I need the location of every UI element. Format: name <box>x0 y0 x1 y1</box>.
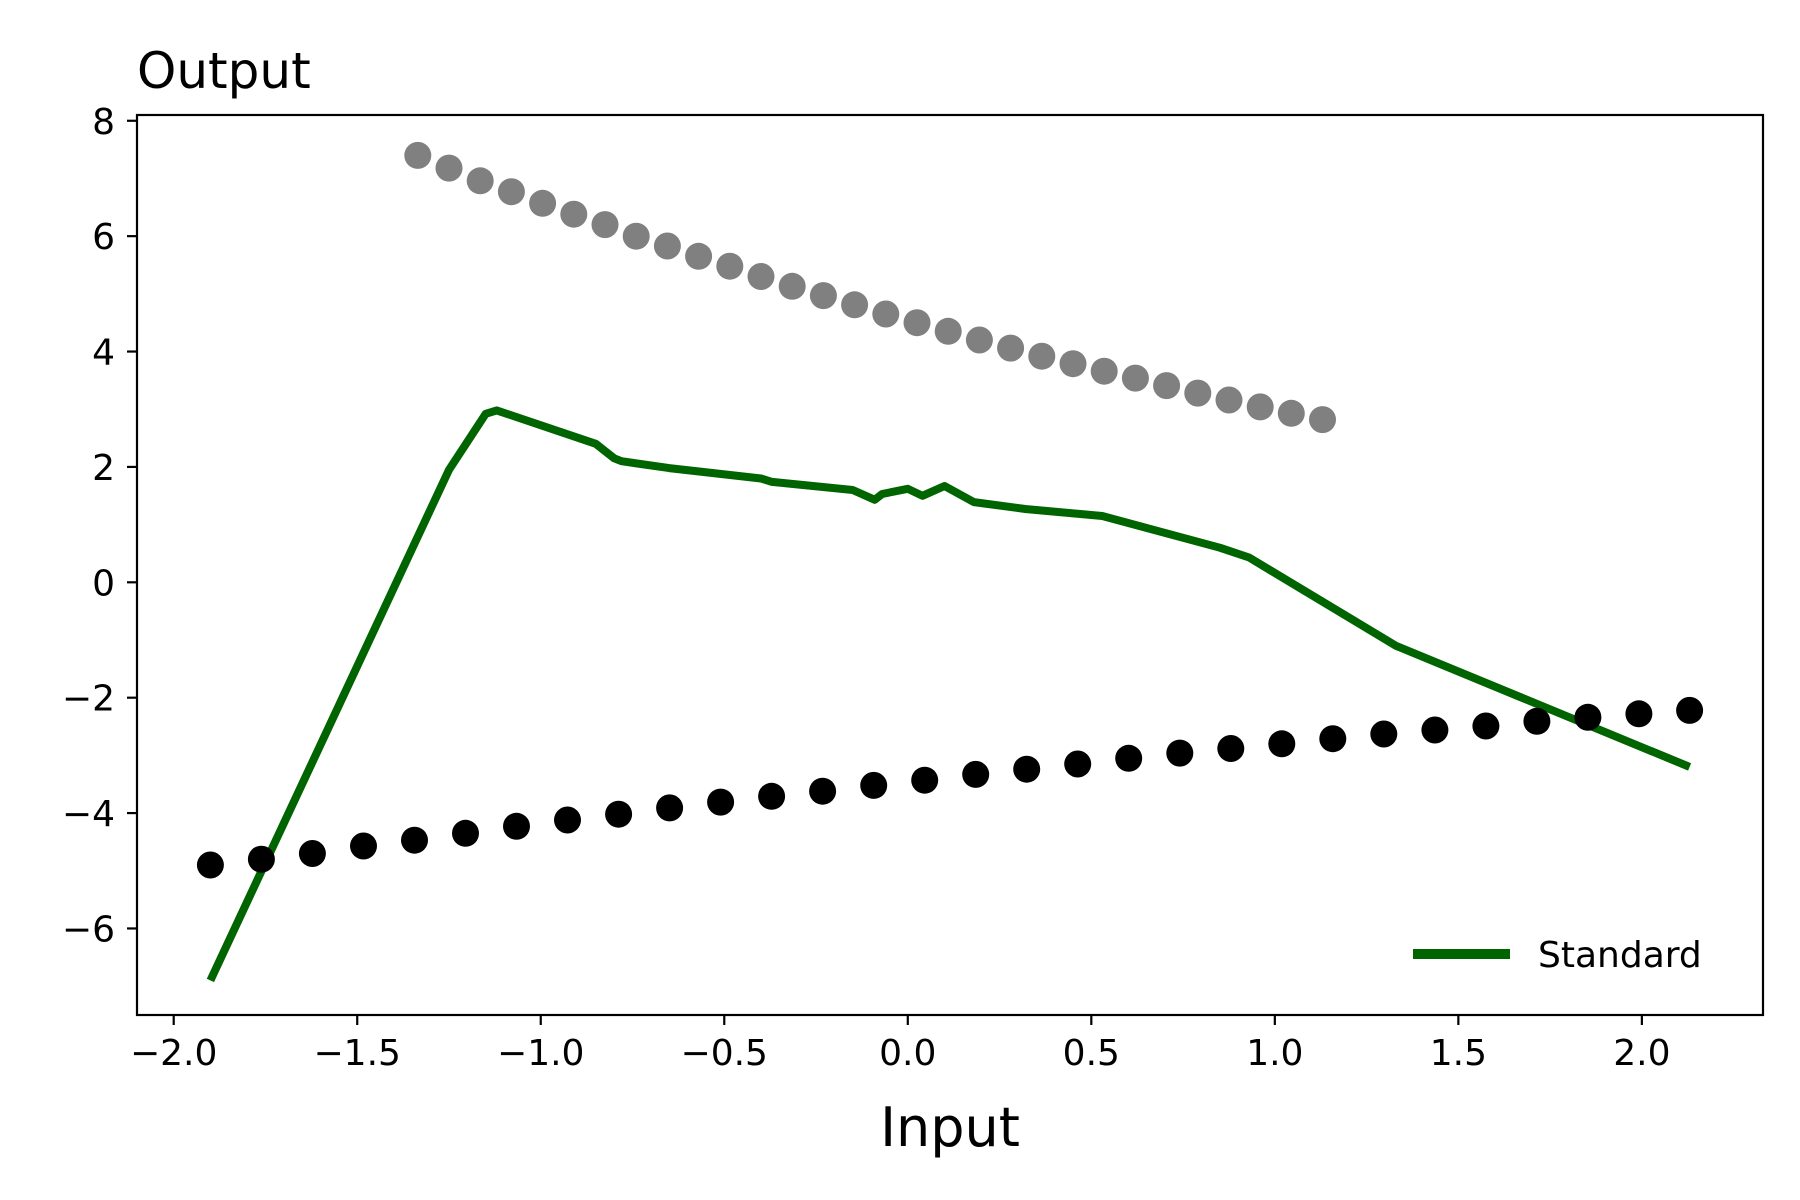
x-tick-label: 2.0 <box>1613 1033 1670 1074</box>
black-scatter-point <box>1064 750 1092 778</box>
gray-scatter-point <box>778 272 806 300</box>
black-scatter-point <box>860 771 888 799</box>
gray-scatter-point <box>1309 406 1336 434</box>
gray-scatter-point <box>747 263 775 290</box>
black-scatter-point <box>962 760 990 788</box>
y-axis-title: Output <box>137 42 311 100</box>
black-scatter-point <box>1013 755 1041 783</box>
black-scatter-point <box>1472 712 1500 740</box>
gray-scatter-point <box>1059 350 1087 378</box>
x-tick-label: −1.5 <box>314 1033 401 1074</box>
black-scatter-point <box>656 794 684 822</box>
x-tick-label: −2.0 <box>130 1033 217 1074</box>
x-axis-title: Input <box>880 1096 1020 1159</box>
gray-scatter-point <box>560 200 588 228</box>
y-axis: −6 −4 −2 0 2 4 6 8 <box>62 102 137 950</box>
gray-scatter-point <box>997 334 1025 362</box>
gray-scatter-point <box>1090 357 1118 385</box>
gray-scatter-point <box>1153 372 1181 400</box>
gray-scatter-point <box>716 252 744 280</box>
y-tick-label: 4 <box>92 333 115 374</box>
series-line-standard <box>206 406 1692 983</box>
black-scatter-point <box>1115 744 1143 772</box>
black-scatter-point <box>350 832 377 860</box>
x-tick-label: 0.5 <box>1063 1033 1120 1074</box>
y-tick-label: 2 <box>92 448 115 489</box>
black-scatter-point <box>1370 720 1398 748</box>
gray-scatter-point <box>903 309 931 337</box>
black-scatter-point <box>401 826 428 854</box>
black-scatter-point <box>1319 725 1347 753</box>
black-scatter-point <box>1625 700 1653 728</box>
black-scatter-point <box>1217 735 1245 762</box>
black-scatter-point <box>503 812 530 840</box>
black-scatter-point <box>1421 716 1449 744</box>
y-tick-label: 6 <box>92 217 115 258</box>
gray-scatter-point <box>529 189 557 217</box>
gray-scatter-point <box>622 222 650 250</box>
gray-scatter-point <box>1246 393 1274 421</box>
gray-scatter-point <box>497 178 525 206</box>
black-scatter-point <box>605 800 633 828</box>
x-tick-label: −0.5 <box>681 1033 768 1074</box>
gray-scatter-point <box>934 317 962 345</box>
black-scatter-point <box>1166 739 1194 767</box>
gray-scatter-point <box>841 291 869 319</box>
black-scatter-point <box>247 845 275 873</box>
gray-scatter-point <box>872 300 900 328</box>
x-axis: −2.0 −1.5 −1.0 −0.5 0.0 0.5 1.0 1.5 2.0 <box>130 1015 1671 1074</box>
black-scatter-point <box>1268 730 1296 758</box>
x-tick-label: 1.5 <box>1430 1033 1487 1074</box>
black-scatter-point <box>911 766 939 794</box>
black-scatter-point <box>298 840 326 867</box>
y-tick-label: −2 <box>62 679 115 720</box>
plot-area <box>137 115 1763 1015</box>
y-tick-label: 0 <box>92 563 115 604</box>
black-scatter-point <box>1676 696 1704 724</box>
black-scatter-point <box>196 851 224 879</box>
x-tick-label: 1.0 <box>1246 1033 1303 1074</box>
gray-scatter-point <box>653 232 681 260</box>
x-tick-label: 0.0 <box>879 1033 936 1074</box>
y-tick-label: −4 <box>62 794 115 835</box>
black-scatter-point <box>809 777 837 805</box>
gray-scatter-point <box>1184 379 1212 407</box>
gray-scatter-point <box>466 167 494 195</box>
gray-scatter-point <box>809 282 837 310</box>
plot-frame <box>135 113 1765 1017</box>
y-tick-label: −6 <box>62 909 115 950</box>
black-scatter-point <box>1574 703 1602 731</box>
black-scatter-point <box>452 819 479 847</box>
x-tick-label: −1.0 <box>497 1033 584 1074</box>
gray-scatter-point <box>1121 364 1149 392</box>
legend: Standard <box>1413 935 1702 976</box>
gray-scatter-point <box>435 154 463 182</box>
gray-scatter-point <box>1215 386 1243 414</box>
gray-scatter-point <box>965 326 993 354</box>
gray-scatter-point <box>404 141 432 169</box>
black-scatter-point <box>1523 707 1551 735</box>
gray-scatter-point <box>1028 342 1056 370</box>
gray-scatter-point <box>685 242 713 270</box>
gray-scatter-point <box>1277 399 1305 427</box>
black-scatter-point <box>758 782 786 810</box>
black-scatter-point <box>707 788 735 816</box>
series-layer <box>196 141 1704 983</box>
y-tick-label: 8 <box>92 102 115 143</box>
black-scatter-point <box>554 806 581 834</box>
legend-label-standard: Standard <box>1538 935 1702 976</box>
gray-scatter-point <box>591 211 619 239</box>
